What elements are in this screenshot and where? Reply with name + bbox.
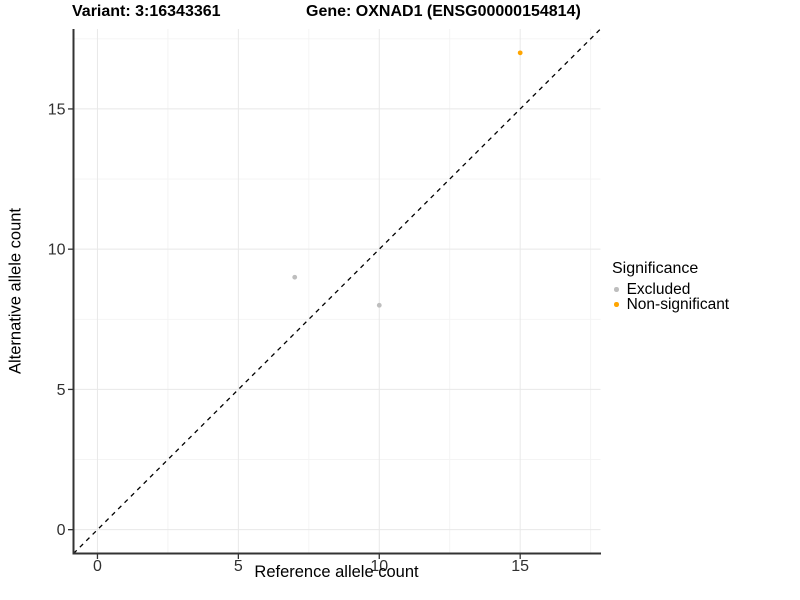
x-tick-label: 5	[234, 558, 243, 575]
identity-line	[73, 28, 601, 554]
gene-title: Gene: OXNAD1 (ENSG00000154814)	[306, 3, 581, 20]
legend-item-non-significant: Non-significant	[612, 297, 797, 312]
y-tick-label: 5	[57, 382, 66, 399]
y-tick-label: 15	[48, 101, 66, 118]
y-tick-label: 0	[57, 522, 66, 539]
x-tick-label: 0	[93, 558, 102, 575]
legend-swatch-icon	[614, 287, 619, 292]
legend-item-excluded: Excluded	[612, 282, 797, 297]
legend-item-label: Non-significant	[626, 296, 730, 313]
data-point	[376, 302, 382, 308]
x-tick-label: 15	[511, 558, 529, 575]
data-point	[517, 50, 523, 56]
legend-items: Excluded Non-significant	[612, 282, 797, 312]
data-point	[292, 274, 298, 280]
legend-swatch-icon	[614, 302, 619, 307]
x-tick-label: 10	[370, 558, 388, 575]
legend-item-label: Excluded	[626, 281, 691, 298]
y-tick-label: 10	[48, 242, 66, 259]
legend: Significance Excluded Non-significant	[612, 260, 797, 312]
variant-title: Variant: 3:16343361	[72, 3, 221, 20]
x-axis-title: Reference allele count	[254, 563, 419, 581]
y-axis-title: Alternative allele count	[6, 207, 25, 375]
legend-title: Significance	[612, 260, 699, 277]
